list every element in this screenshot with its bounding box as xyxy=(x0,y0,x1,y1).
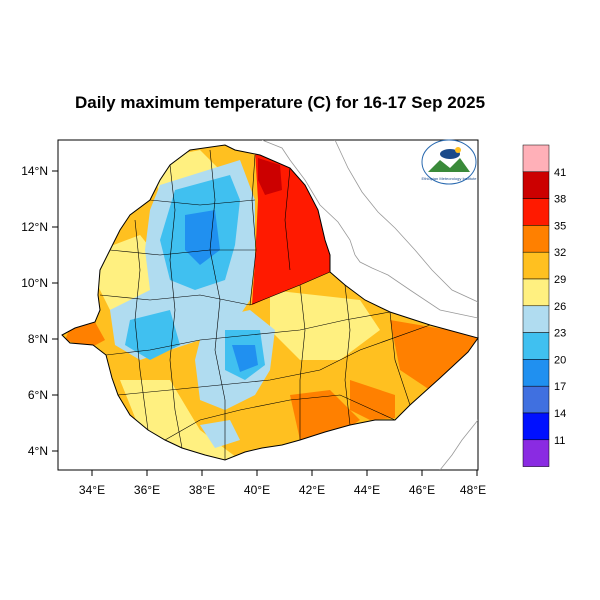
colorbar-label: 38 xyxy=(554,194,566,206)
colorbar-label: 14 xyxy=(554,408,566,420)
colorbar-swatch xyxy=(522,439,550,467)
page-title: Daily maximum temperature (C) for 16-17 … xyxy=(74,93,486,112)
admin-boundaries xyxy=(61,144,479,461)
x-tick-label: 36°E xyxy=(134,483,160,497)
colorbar-label: 41 xyxy=(554,167,566,179)
y-tick-label: 6°N xyxy=(28,388,48,402)
colorbar-swatch xyxy=(522,359,550,387)
colorbar-swatch xyxy=(522,332,550,360)
colorbar-swatch xyxy=(522,385,550,414)
colorbar-label: 29 xyxy=(554,274,566,286)
x-tick-label: 38°E xyxy=(189,483,215,497)
colorbar-swatch xyxy=(522,144,550,173)
x-tick-label: 34°E xyxy=(79,483,105,497)
y-tick-label: 10°N xyxy=(21,276,48,290)
colorbar-swatch xyxy=(522,171,550,199)
colorbar-label: 32 xyxy=(554,247,566,259)
colorbar-label: 35 xyxy=(554,220,566,232)
colorbar-swatch xyxy=(522,198,550,226)
neighbour-boundaries xyxy=(261,140,478,470)
x-tick-label: 44°E xyxy=(354,483,380,497)
colorbar-label: 11 xyxy=(554,435,565,447)
x-tick-label: 42°E xyxy=(299,483,325,497)
logo-text: Ethiopian Meteorology Institute xyxy=(422,176,478,181)
colorbar-swatch xyxy=(522,251,550,280)
colorbar: 41 38 35 32 29 26 23 20 17 14 11 xyxy=(522,144,566,467)
y-tick-label: 14°N xyxy=(21,164,48,178)
x-tick-label: 46°E xyxy=(409,483,435,497)
colorbar-swatch xyxy=(522,412,550,441)
colorbar-swatch xyxy=(522,278,550,307)
colorbar-label: 17 xyxy=(554,381,566,393)
colorbar-label: 23 xyxy=(554,328,566,340)
y-tick-label: 4°N xyxy=(28,444,48,458)
y-axis xyxy=(52,170,58,452)
x-tick-label: 48°E xyxy=(460,483,486,497)
colorbar-swatch xyxy=(522,225,550,253)
colorbar-label: 26 xyxy=(554,301,566,313)
ethiopian-meteorology-institute-logo: Ethiopian Meteorology Institute xyxy=(421,139,478,185)
y-tick-label: 8°N xyxy=(28,332,48,346)
x-tick-label: 40°E xyxy=(244,483,270,497)
y-tick-label: 12°N xyxy=(21,220,48,234)
colorbar-swatch xyxy=(522,305,550,333)
x-axis xyxy=(91,470,478,476)
colorbar-label: 20 xyxy=(554,354,566,366)
